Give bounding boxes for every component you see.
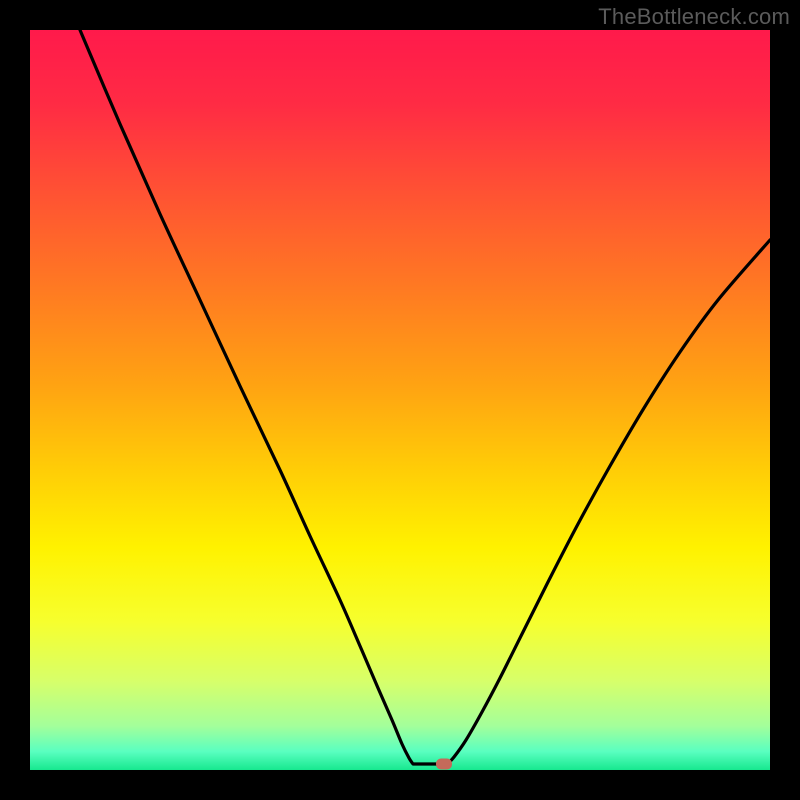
bottleneck-chart [0,0,800,800]
optimal-point-marker [436,759,452,770]
chart-stage: TheBottleneck.com [0,0,800,800]
plot-background-gradient [30,30,770,770]
watermark-text: TheBottleneck.com [598,4,790,30]
